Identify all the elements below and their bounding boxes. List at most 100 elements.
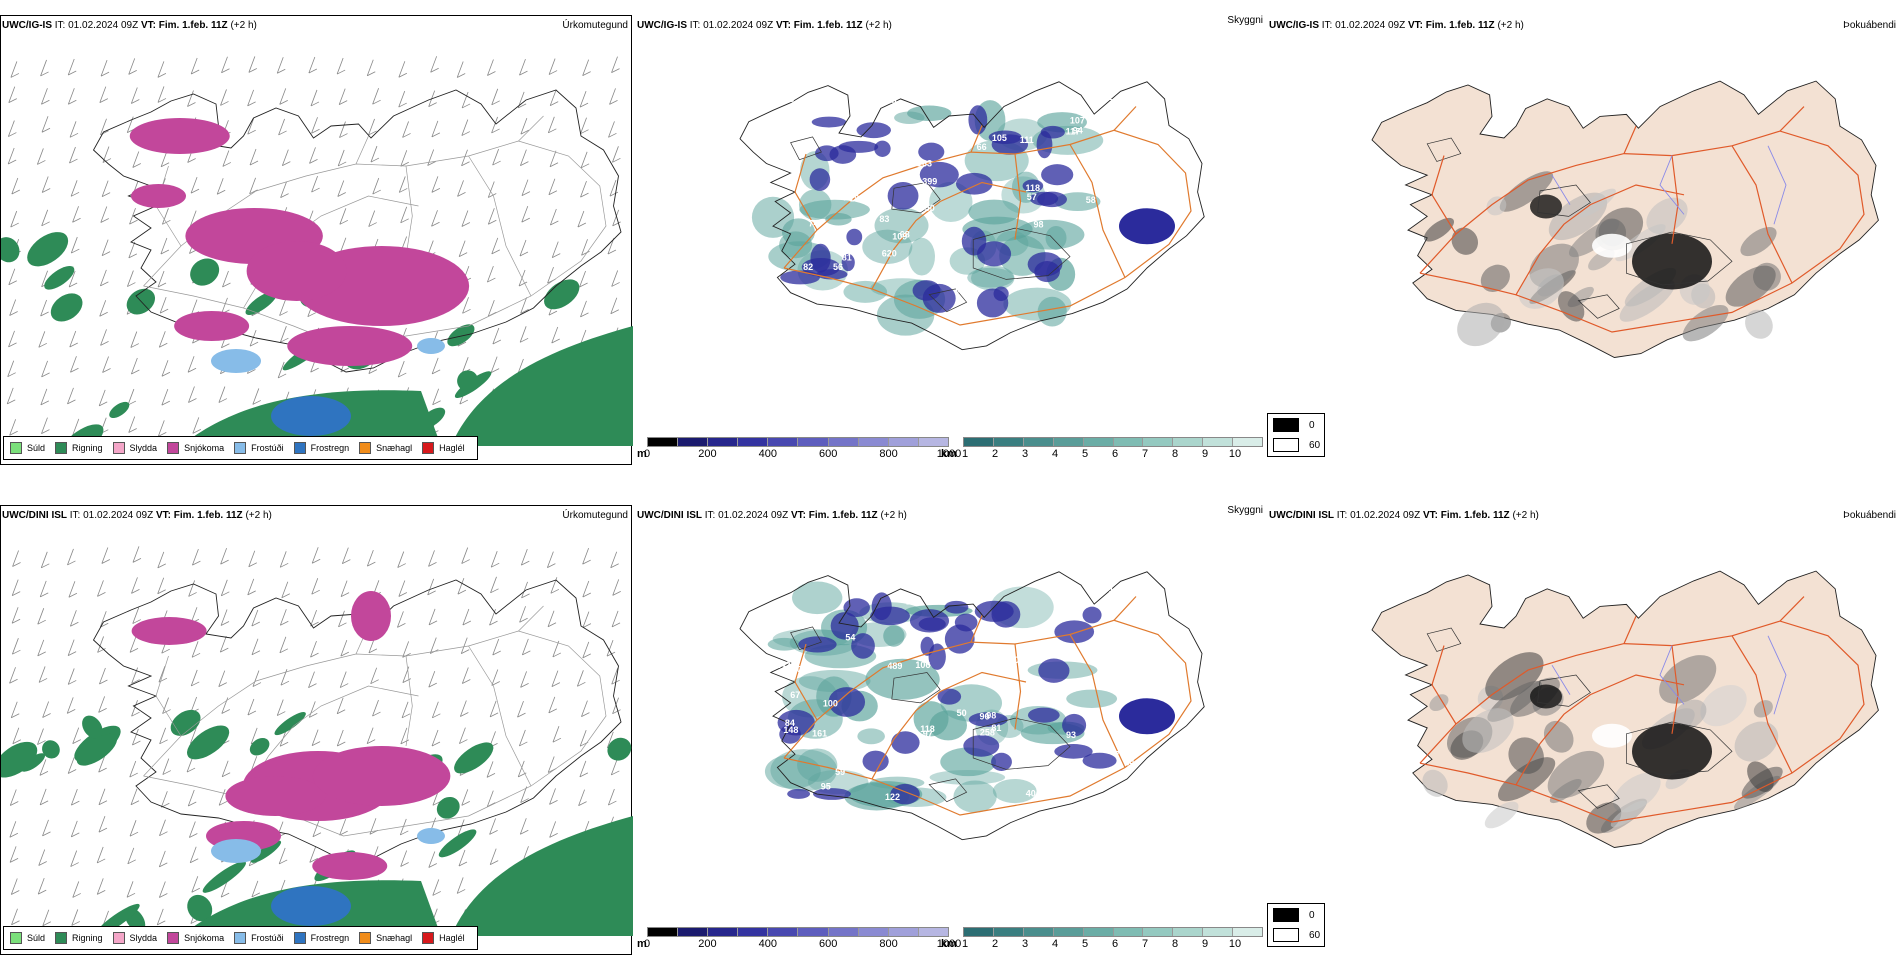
wind-barb xyxy=(11,579,19,596)
rain-cell xyxy=(109,401,130,419)
wind-barb xyxy=(67,639,75,656)
fog-scale-legend: 0 60 xyxy=(1267,903,1325,947)
legend-label: Frostúði xyxy=(251,933,284,943)
snow-cell xyxy=(129,118,230,154)
wind-barb-flag xyxy=(189,833,198,838)
wind-barb xyxy=(219,635,227,653)
colorbar-segment xyxy=(993,438,1024,446)
wind-barb xyxy=(247,118,255,135)
low-ceiling-cell xyxy=(841,253,855,272)
dense-fog-cell xyxy=(1632,233,1712,290)
wind-barb xyxy=(7,147,15,165)
low-ceiling-cell xyxy=(870,606,910,626)
wind-barb xyxy=(398,176,406,193)
ceiling-value-label: 71 xyxy=(843,193,853,203)
wind-barb-flag xyxy=(159,739,168,745)
precip-map[interactable] xyxy=(1,46,633,446)
legend-item: Snjókoma xyxy=(167,932,224,944)
colorbar-segment xyxy=(648,438,679,446)
wind-barb-flag xyxy=(11,618,21,624)
wind-barb xyxy=(462,608,470,626)
wind-barb-flag xyxy=(427,590,436,596)
legend-swatch xyxy=(234,442,247,454)
wind-barb xyxy=(126,881,134,898)
visibility-map[interactable]: 81 100 91 258 529 106 123 98 489 95 59 142 161 118 93 7… xyxy=(635,520,1267,920)
colorbar-segment xyxy=(678,928,709,936)
wind-barb xyxy=(98,788,106,805)
wind-barb xyxy=(7,120,15,137)
road-line xyxy=(1113,596,1137,621)
wind-barb xyxy=(276,57,284,74)
wind-barb xyxy=(190,177,198,194)
rain-cell xyxy=(187,894,213,922)
wind-barb xyxy=(547,610,555,627)
wind-barb xyxy=(128,58,136,75)
ceiling-value-label: 50 xyxy=(957,708,967,718)
wind-barb xyxy=(340,580,348,597)
wind-barb-flag xyxy=(492,339,502,345)
wind-barb xyxy=(40,299,47,317)
visibility-map[interactable]: 82 98 105 57 139 117 245 76 66 106 58 81 107 109 75 163… xyxy=(635,30,1267,430)
ceiling-value-label: 75 xyxy=(784,94,794,104)
wind-barb xyxy=(608,121,615,138)
ceiling-value-label: 825 xyxy=(783,580,798,590)
fog-cell xyxy=(1457,302,1505,347)
wind-barb xyxy=(281,581,289,598)
wind-barb xyxy=(491,669,499,686)
panel-field-label: Skyggni xyxy=(1227,15,1263,26)
ceiling-unit: m xyxy=(637,938,647,950)
wind-barb-flag xyxy=(39,800,49,806)
wind-barb-flag xyxy=(490,588,499,594)
road-line xyxy=(1014,153,1022,240)
legend-swatch xyxy=(112,442,125,454)
precip-map[interactable] xyxy=(1,536,633,936)
low-ceiling-cell xyxy=(1062,713,1087,737)
wind-barb-flag xyxy=(218,398,228,403)
wind-barb-flag xyxy=(279,311,288,316)
low-ceiling-cell xyxy=(963,735,1000,757)
legend-label: Haglél xyxy=(439,933,465,943)
road-line xyxy=(1431,155,1457,235)
low-ceiling-cell xyxy=(977,241,1012,267)
wind-barb xyxy=(129,636,137,653)
wind-barb-flag xyxy=(8,98,17,103)
fog-cell xyxy=(1557,291,1585,322)
wind-barb-flag xyxy=(309,712,318,718)
wind-barb-flag xyxy=(157,282,167,288)
wind-barb xyxy=(129,760,137,778)
wind-barb-flag xyxy=(577,222,587,228)
lead-time: (+2 h) xyxy=(230,20,257,31)
wind-barb-flag xyxy=(99,679,108,685)
river-line xyxy=(1767,635,1787,715)
wind-barb-flag xyxy=(12,739,21,745)
wind-barb xyxy=(366,550,374,567)
wind-barb xyxy=(7,360,15,377)
wind-barb xyxy=(70,820,78,838)
visibility-cell xyxy=(908,237,935,276)
fog-map[interactable] xyxy=(1267,520,1900,920)
visibility-tick-label: 10 xyxy=(1228,938,1242,950)
wind-barb xyxy=(188,580,196,597)
wind-barb xyxy=(192,548,199,566)
wind-barb-flag xyxy=(71,832,80,838)
wind-barb-flag xyxy=(68,680,77,685)
wind-barb xyxy=(309,846,317,863)
wind-barb xyxy=(100,269,107,287)
wind-barb-flag xyxy=(336,709,346,715)
wind-barb xyxy=(10,61,18,78)
colorbar-segment xyxy=(1113,438,1144,446)
wind-barb-flag xyxy=(486,773,496,778)
wind-barb xyxy=(127,847,135,864)
wind-barb-flag xyxy=(40,71,49,77)
wind-barb-flag xyxy=(521,593,530,599)
road-line xyxy=(518,115,544,142)
fog-map[interactable] xyxy=(1267,30,1900,430)
wind-barb xyxy=(98,815,106,833)
ceiling-value-label: 163 xyxy=(917,159,932,169)
wind-barb-flag xyxy=(310,367,319,373)
vt-value: Fim. 1.feb. 11Z xyxy=(1425,20,1495,31)
wind-barb xyxy=(160,791,168,808)
wind-barb-flag xyxy=(67,769,77,774)
wind-barb xyxy=(370,667,378,684)
wind-barb xyxy=(582,580,590,598)
